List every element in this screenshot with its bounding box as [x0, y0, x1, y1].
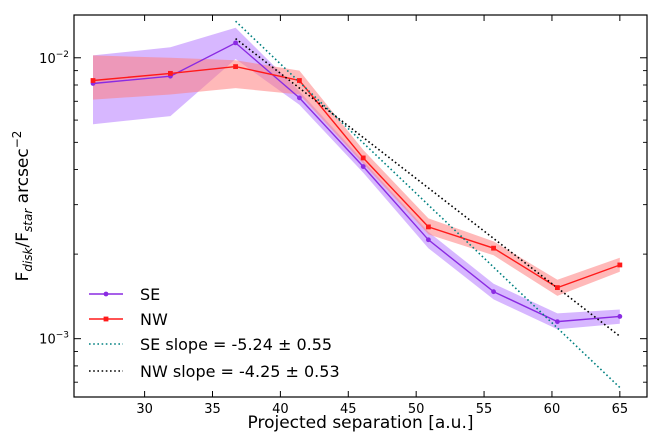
- nw-data-point: [554, 285, 560, 291]
- legend-label: SE slope = -5.24 ± 0.55: [140, 335, 332, 354]
- series-markers: [90, 40, 623, 325]
- legend-label: NW slope = -4.25 ± 0.53: [140, 362, 340, 381]
- nw-data-point: [233, 64, 238, 70]
- y-axis-label-num-sub: disk: [21, 246, 35, 271]
- y-axis-label: Fdisk/Fstar arcsec−2: [10, 131, 35, 282]
- axis-ticks: [74, 15, 647, 397]
- nw-data-point: [168, 70, 173, 76]
- tick-labels: 30 35 40 45 50 55 60 65 10−3 10−2: [39, 50, 628, 417]
- x-tick-label: 45: [340, 402, 357, 417]
- nw-data-point: [360, 155, 366, 161]
- plot-frame: [73, 14, 648, 398]
- se-data-point: [296, 95, 302, 101]
- y-tick-label: 10−3: [39, 331, 69, 348]
- y-tick-label: 10−2: [39, 50, 69, 67]
- legend-label: NW: [140, 310, 168, 329]
- nw-slope-fit-line: [235, 37, 621, 337]
- x-tick-label: 35: [204, 402, 221, 417]
- x-tick-label: 60: [544, 402, 561, 417]
- se-data-point: [425, 237, 431, 243]
- x-tick-label: 30: [136, 402, 153, 417]
- se-data-point: [617, 314, 623, 319]
- legend-label: SE: [140, 285, 160, 304]
- x-tick-label: 50: [408, 402, 425, 417]
- y-axis-label-prefix: F: [13, 272, 33, 282]
- y-axis-label-den-sub: star: [21, 208, 35, 232]
- legend: SE NW SE slope = -5.24 ± 0.55 NW slope = -4…: [89, 285, 340, 381]
- y-axis-label-unit: arcsec: [13, 148, 33, 208]
- nw-data-point: [491, 245, 496, 251]
- confidence-bands: [93, 27, 620, 330]
- se-legend-marker: [103, 291, 109, 297]
- x-tick-label: 40: [272, 402, 289, 417]
- se-data-point: [554, 319, 560, 325]
- nw-data-point: [425, 224, 431, 230]
- nw-legend-marker: [103, 316, 109, 322]
- nw-data-point: [296, 78, 302, 83]
- nw-data-point: [617, 262, 623, 268]
- se-data-point: [360, 164, 366, 169]
- nw-data-point: [90, 78, 96, 83]
- x-axis-label: Projected separation [a.u.]: [248, 413, 474, 433]
- y-axis-label-sep: /F: [13, 232, 33, 248]
- y-axis-label-unit-sup: −2: [10, 131, 24, 149]
- x-tick-label: 65: [612, 402, 629, 417]
- nw-uncertainty-band: [93, 55, 620, 296]
- se-data-point: [491, 289, 496, 295]
- x-tick-label: 55: [476, 402, 493, 417]
- se-data-point: [233, 40, 238, 46]
